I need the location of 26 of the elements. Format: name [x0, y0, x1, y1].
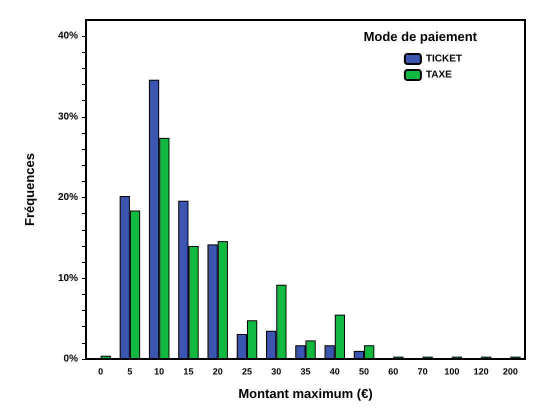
x-tick-label: 20: [212, 366, 223, 376]
x-tick-label: 120: [474, 366, 489, 376]
legend-title: Mode de paiement: [364, 29, 478, 44]
x-tick-label: 35: [300, 366, 311, 376]
x-axis-title: Montant maximum (€): [238, 386, 373, 401]
x-tick-label: 15: [183, 366, 194, 376]
x-tick-label: 0: [98, 366, 104, 376]
x-tick-label: 200: [502, 366, 518, 376]
x-tick-label: 10: [154, 366, 164, 376]
x-tick-label: 70: [418, 366, 428, 376]
y-tick-label: 30%: [58, 111, 78, 122]
y-axis-title: Fréquences: [22, 153, 37, 226]
legend-label: TICKET: [426, 54, 462, 64]
x-tick-label: 50: [359, 366, 370, 376]
x-tick-label: 30: [271, 366, 282, 376]
y-tick-label: 0%: [64, 354, 78, 364]
x-tick-label: 5: [127, 366, 132, 376]
bar: [100, 356, 111, 359]
y-tick-label: 20%: [58, 192, 78, 204]
y-tick-label: 10%: [58, 272, 78, 284]
x-tick-label: 100: [444, 366, 460, 376]
legend-label: TAXE: [426, 70, 452, 80]
x-tick-label: 25: [242, 366, 252, 376]
x-tick-label: 40: [330, 366, 340, 376]
y-tick-label: 40%: [58, 30, 78, 42]
x-tick-label: 60: [388, 366, 398, 376]
